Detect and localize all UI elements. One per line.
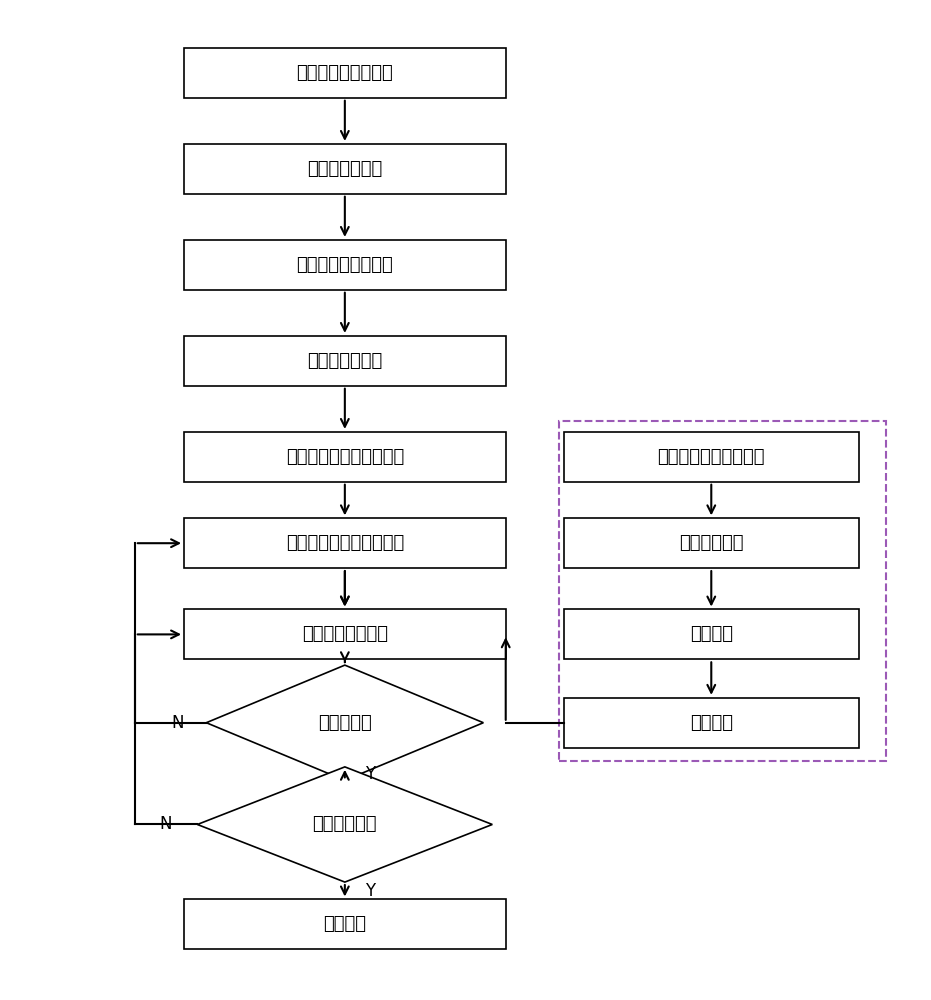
- FancyBboxPatch shape: [184, 899, 506, 949]
- Text: Y: Y: [365, 765, 375, 783]
- FancyBboxPatch shape: [184, 48, 506, 98]
- FancyBboxPatch shape: [184, 144, 506, 194]
- FancyBboxPatch shape: [184, 432, 506, 482]
- Text: 取样点参数平面设计: 取样点参数平面设计: [296, 64, 393, 82]
- Text: 煤样保压密闭采取: 煤样保压密闭采取: [302, 625, 388, 643]
- Text: 取样定向孔套管孔段施工: 取样定向孔套管孔段施工: [286, 448, 404, 466]
- FancyBboxPatch shape: [564, 518, 858, 568]
- Text: 提钻终孔: 提钻终孔: [323, 915, 366, 933]
- Text: 取样定向孔定向孔段施工: 取样定向孔定向孔段施工: [286, 534, 404, 552]
- Text: 取样定向孔设计: 取样定向孔设计: [307, 352, 383, 370]
- Text: 煤样封闭: 煤样封闭: [690, 625, 733, 643]
- Text: N: N: [159, 815, 171, 833]
- Text: 完成全部取样: 完成全部取样: [313, 815, 377, 833]
- Text: 探查定向孔施工: 探查定向孔施工: [307, 160, 383, 178]
- FancyBboxPatch shape: [564, 609, 858, 659]
- Polygon shape: [197, 767, 492, 882]
- Text: 取样孔段钻进: 取样孔段钻进: [679, 534, 744, 552]
- FancyBboxPatch shape: [184, 609, 506, 659]
- FancyBboxPatch shape: [564, 698, 858, 748]
- FancyBboxPatch shape: [184, 518, 506, 568]
- FancyBboxPatch shape: [184, 240, 506, 290]
- Text: 取样点参数剖面设计: 取样点参数剖面设计: [296, 256, 393, 274]
- Text: 保压密闭取样钻具下放: 保压密闭取样钻具下放: [657, 448, 765, 466]
- FancyBboxPatch shape: [184, 336, 506, 386]
- Text: 气密性测试: 气密性测试: [318, 714, 371, 732]
- Polygon shape: [207, 665, 483, 780]
- Text: N: N: [171, 714, 184, 732]
- Text: 煤样取出: 煤样取出: [690, 714, 733, 732]
- FancyBboxPatch shape: [564, 432, 858, 482]
- Text: Y: Y: [365, 882, 375, 900]
